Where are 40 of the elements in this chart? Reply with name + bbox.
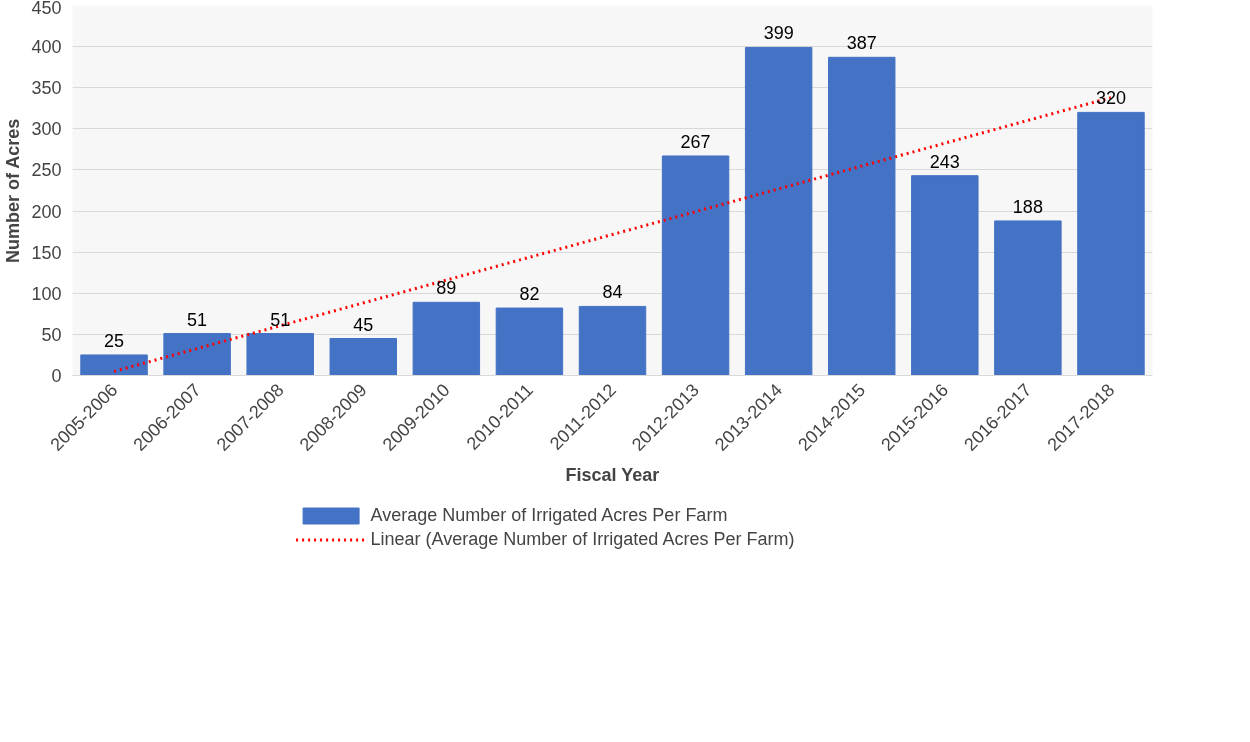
bar — [994, 220, 1062, 376]
bar — [1077, 111, 1145, 376]
bar — [828, 56, 896, 376]
data-label: 82 — [519, 284, 540, 305]
bar — [246, 333, 314, 376]
data-label: 243 — [929, 151, 960, 172]
bar — [329, 338, 397, 376]
legend-label: Linear (Average Number of Irrigated Acres Per Farm) — [370, 528, 795, 550]
y-tick-label: 400 — [31, 37, 62, 58]
data-label: 320 — [1095, 88, 1126, 109]
data-label: 188 — [1012, 196, 1043, 217]
data-label: 89 — [436, 278, 457, 299]
x-axis-title: Fiscal Year — [565, 464, 660, 485]
data-label: 51 — [187, 309, 208, 330]
bar — [661, 155, 730, 376]
data-label: 25 — [104, 330, 125, 351]
y-tick-label: 250 — [31, 160, 62, 181]
data-label: 51 — [270, 309, 291, 330]
bar — [495, 307, 564, 376]
y-axis-title: Number of Acres — [3, 118, 24, 264]
y-tick-label: 450 — [31, 0, 62, 18]
data-label: 45 — [353, 314, 374, 335]
bar — [578, 305, 647, 376]
y-tick-label: 0 — [51, 366, 62, 386]
legend-label: Average Number of Irrigated Acres Per Farm — [370, 504, 728, 526]
data-label: 387 — [846, 33, 877, 54]
data-label: 267 — [680, 131, 711, 152]
bar — [412, 301, 481, 376]
bar — [744, 46, 813, 376]
bar — [911, 175, 979, 376]
y-tick-label: 100 — [31, 283, 62, 304]
data-label: 84 — [602, 282, 623, 303]
bar — [163, 333, 231, 376]
y-tick-label: 200 — [31, 201, 62, 222]
y-tick-label: 350 — [31, 78, 62, 99]
bar — [80, 354, 148, 376]
y-tick-label: 150 — [31, 242, 62, 263]
y-tick-label: 50 — [41, 324, 62, 345]
data-label: 399 — [763, 23, 794, 44]
y-tick-label: 300 — [31, 119, 62, 140]
